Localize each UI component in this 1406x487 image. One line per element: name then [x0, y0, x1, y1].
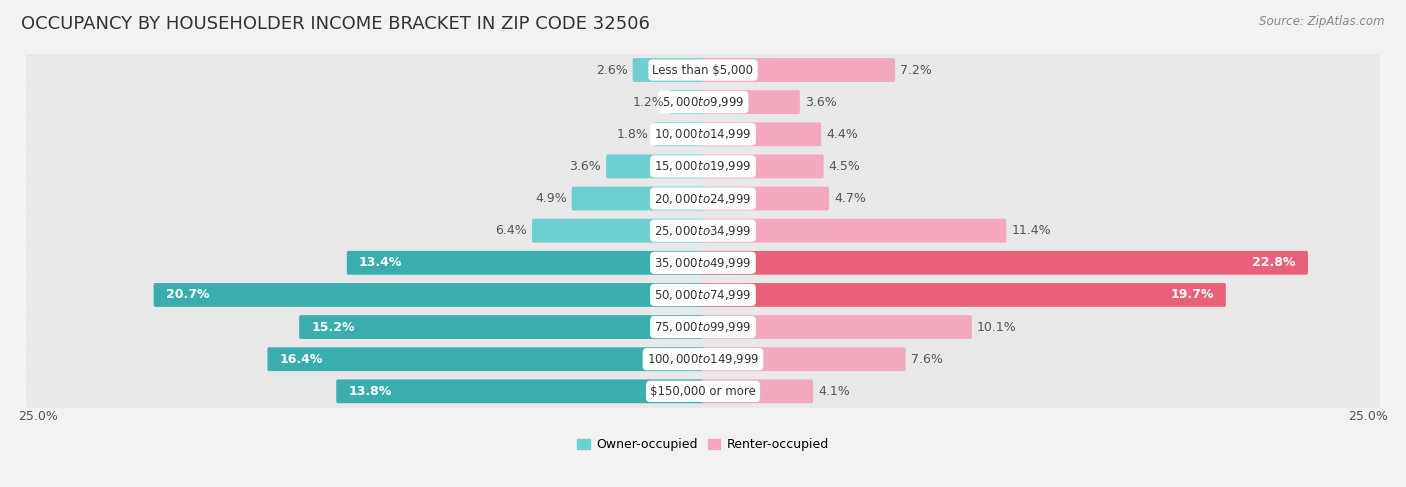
FancyBboxPatch shape: [606, 154, 704, 178]
Text: 4.7%: 4.7%: [834, 192, 866, 205]
FancyBboxPatch shape: [702, 379, 813, 403]
Text: 13.8%: 13.8%: [349, 385, 392, 398]
FancyBboxPatch shape: [702, 283, 1226, 307]
FancyBboxPatch shape: [702, 315, 972, 339]
FancyBboxPatch shape: [27, 182, 1379, 215]
FancyBboxPatch shape: [336, 379, 704, 403]
Text: $35,000 to $49,999: $35,000 to $49,999: [654, 256, 752, 270]
Text: 2.6%: 2.6%: [596, 63, 627, 76]
Text: $15,000 to $19,999: $15,000 to $19,999: [654, 159, 752, 173]
Text: $20,000 to $24,999: $20,000 to $24,999: [654, 191, 752, 206]
Text: 4.9%: 4.9%: [534, 192, 567, 205]
Text: 20.7%: 20.7%: [166, 288, 209, 301]
FancyBboxPatch shape: [347, 251, 704, 275]
Text: $10,000 to $14,999: $10,000 to $14,999: [654, 127, 752, 141]
Text: 10.1%: 10.1%: [977, 320, 1017, 334]
Text: 6.4%: 6.4%: [495, 224, 527, 237]
Text: 22.8%: 22.8%: [1253, 256, 1296, 269]
Text: 4.1%: 4.1%: [818, 385, 849, 398]
FancyBboxPatch shape: [27, 279, 1379, 311]
Text: Source: ZipAtlas.com: Source: ZipAtlas.com: [1260, 15, 1385, 28]
Text: 3.6%: 3.6%: [569, 160, 602, 173]
FancyBboxPatch shape: [702, 122, 821, 146]
FancyBboxPatch shape: [669, 90, 704, 114]
FancyBboxPatch shape: [27, 54, 1379, 86]
Text: 13.4%: 13.4%: [359, 256, 402, 269]
Text: $25,000 to $34,999: $25,000 to $34,999: [654, 224, 752, 238]
Text: 25.0%: 25.0%: [18, 410, 58, 423]
FancyBboxPatch shape: [153, 283, 704, 307]
Text: 7.6%: 7.6%: [911, 353, 942, 366]
FancyBboxPatch shape: [633, 58, 704, 82]
Text: 4.4%: 4.4%: [827, 128, 858, 141]
FancyBboxPatch shape: [27, 118, 1379, 150]
Text: 1.8%: 1.8%: [617, 128, 648, 141]
Text: 11.4%: 11.4%: [1011, 224, 1050, 237]
Text: $150,000 or more: $150,000 or more: [650, 385, 756, 398]
Text: 1.2%: 1.2%: [633, 95, 665, 109]
FancyBboxPatch shape: [27, 311, 1379, 343]
Text: $5,000 to $9,999: $5,000 to $9,999: [662, 95, 744, 109]
Text: 19.7%: 19.7%: [1170, 288, 1213, 301]
FancyBboxPatch shape: [267, 347, 704, 371]
FancyBboxPatch shape: [531, 219, 704, 243]
FancyBboxPatch shape: [572, 187, 704, 210]
Text: Less than $5,000: Less than $5,000: [652, 63, 754, 76]
FancyBboxPatch shape: [702, 251, 1308, 275]
FancyBboxPatch shape: [654, 122, 704, 146]
Text: $75,000 to $99,999: $75,000 to $99,999: [654, 320, 752, 334]
FancyBboxPatch shape: [299, 315, 704, 339]
FancyBboxPatch shape: [27, 214, 1379, 247]
FancyBboxPatch shape: [702, 187, 830, 210]
Text: 16.4%: 16.4%: [280, 353, 323, 366]
FancyBboxPatch shape: [27, 343, 1379, 375]
FancyBboxPatch shape: [702, 58, 896, 82]
Text: $50,000 to $74,999: $50,000 to $74,999: [654, 288, 752, 302]
FancyBboxPatch shape: [702, 219, 1007, 243]
Legend: Owner-occupied, Renter-occupied: Owner-occupied, Renter-occupied: [572, 433, 834, 456]
Text: 15.2%: 15.2%: [311, 320, 354, 334]
FancyBboxPatch shape: [27, 375, 1379, 408]
FancyBboxPatch shape: [702, 154, 824, 178]
FancyBboxPatch shape: [27, 246, 1379, 279]
FancyBboxPatch shape: [27, 86, 1379, 118]
Text: 25.0%: 25.0%: [1348, 410, 1388, 423]
Text: $100,000 to $149,999: $100,000 to $149,999: [647, 352, 759, 366]
FancyBboxPatch shape: [27, 150, 1379, 183]
FancyBboxPatch shape: [702, 90, 800, 114]
FancyBboxPatch shape: [702, 347, 905, 371]
Text: OCCUPANCY BY HOUSEHOLDER INCOME BRACKET IN ZIP CODE 32506: OCCUPANCY BY HOUSEHOLDER INCOME BRACKET …: [21, 15, 650, 33]
Text: 3.6%: 3.6%: [804, 95, 837, 109]
Text: 7.2%: 7.2%: [900, 63, 932, 76]
Text: 4.5%: 4.5%: [828, 160, 860, 173]
